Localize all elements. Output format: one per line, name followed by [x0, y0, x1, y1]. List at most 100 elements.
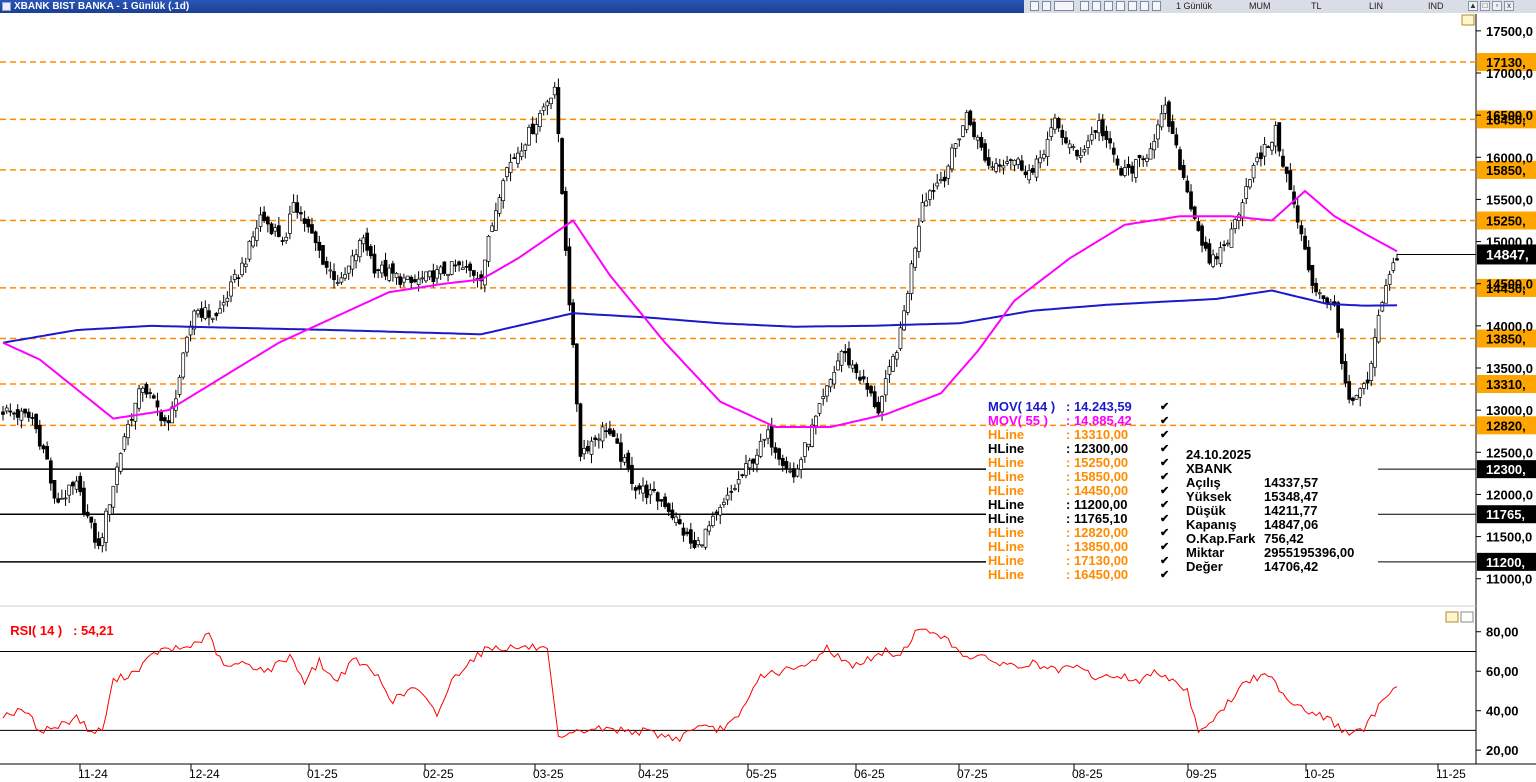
options-icon[interactable]: [1140, 1, 1149, 11]
candle-body: [490, 225, 495, 232]
candle-body: [1362, 383, 1366, 389]
candle-body: [317, 241, 322, 251]
candle-body: [589, 440, 594, 455]
rsi-y-tick-label: 60,00: [1486, 664, 1519, 679]
candle-body: [1343, 361, 1348, 384]
candle-body: [93, 523, 97, 543]
template-icon[interactable]: [1054, 1, 1074, 11]
candle-body: [663, 496, 667, 507]
minimize-button[interactable]: ▲: [1468, 1, 1478, 11]
visibility-check-icon[interactable]: ✔: [1160, 471, 1170, 483]
y-tick-label: 11000,0: [1486, 572, 1532, 587]
candle-body: [714, 511, 719, 514]
candle-body: [192, 310, 197, 330]
maximize-button[interactable]: □: [1480, 1, 1490, 11]
candle-body: [950, 147, 954, 170]
rsi-y-tick-label: 20,00: [1486, 743, 1519, 758]
restore-button[interactable]: ▫: [1492, 1, 1502, 11]
indicator-selector[interactable]: IND: [1428, 1, 1444, 11]
legend-item-name: MOV( 144 ): [988, 399, 1056, 414]
visibility-check-icon[interactable]: ✔: [1160, 401, 1170, 413]
indicator-icon[interactable]: [1042, 1, 1051, 11]
candle-body: [288, 213, 292, 234]
candle-body: [45, 446, 49, 460]
candle-body: [858, 376, 862, 381]
candle-body: [611, 430, 616, 437]
candle-body: [1137, 154, 1142, 159]
visibility-check-icon[interactable]: ✔: [1160, 443, 1170, 455]
settings-icon[interactable]: [1128, 1, 1137, 11]
close-window-button[interactable]: x: [1504, 1, 1514, 11]
pen-icon[interactable]: [1104, 1, 1113, 11]
candle-body: [1122, 167, 1127, 176]
last-price-label: 14847,: [1486, 246, 1529, 262]
candle-body: [1369, 362, 1374, 381]
candle-body: [1292, 191, 1296, 205]
candle-body: [229, 281, 233, 297]
draw-icon[interactable]: [1116, 1, 1125, 11]
x-tick-label: 12-24: [189, 767, 220, 781]
candle-body: [883, 378, 888, 396]
currency-selector[interactable]: TL: [1311, 1, 1322, 11]
y-tick-label: 13500,0: [1486, 361, 1533, 376]
hline-label: 14450,: [1486, 281, 1526, 296]
candle-body: [666, 503, 671, 512]
candle-body: [773, 447, 778, 453]
candle-body: [920, 202, 925, 222]
candle-body: [1200, 225, 1204, 246]
candle-body: [365, 232, 369, 251]
candles: [1, 78, 1399, 553]
visibility-check-icon[interactable]: ✔: [1160, 555, 1170, 567]
visibility-check-icon[interactable]: ✔: [1160, 485, 1170, 497]
visibility-check-icon[interactable]: ✔: [1160, 415, 1170, 427]
period-selector[interactable]: 1 Günlük: [1176, 1, 1213, 11]
visibility-check-icon[interactable]: ✔: [1160, 527, 1170, 539]
candle-body: [1351, 397, 1355, 401]
candle-body: [836, 360, 840, 371]
candle-body: [817, 403, 822, 414]
save-icon[interactable]: [1080, 1, 1089, 11]
visibility-check-icon[interactable]: ✔: [1160, 429, 1170, 441]
visibility-check-icon[interactable]: ✔: [1160, 541, 1170, 553]
candle-body: [96, 538, 101, 546]
candle-body: [214, 312, 219, 317]
x-tick-label: 01-25: [307, 767, 338, 781]
legend-item-name: HLine: [988, 455, 1025, 470]
scale-selector[interactable]: LIN: [1369, 1, 1384, 11]
candle-body: [961, 125, 965, 137]
chart-style-selector[interactable]: MUM: [1249, 1, 1271, 11]
candle-body: [755, 454, 759, 465]
candle-body: [140, 387, 145, 393]
candle-body: [8, 410, 13, 413]
candle-body: [1281, 155, 1285, 167]
candle-body: [795, 468, 800, 477]
candle-body: [1380, 302, 1385, 312]
visibility-check-icon[interactable]: ✔: [1160, 499, 1170, 511]
candle-body: [310, 224, 314, 234]
candle-body: [100, 537, 105, 547]
visibility-check-icon[interactable]: ✔: [1160, 513, 1170, 525]
candle-body: [85, 511, 90, 517]
candle-body: [15, 409, 20, 418]
hline-badge: [1477, 460, 1536, 479]
chart-icon[interactable]: [1030, 1, 1039, 11]
zoom-icon[interactable]: [1152, 1, 1161, 11]
candle-body: [129, 418, 134, 421]
candle-body: [1178, 149, 1182, 170]
print-icon[interactable]: [1092, 1, 1101, 11]
candle-body: [994, 163, 998, 172]
y-tick-label: 12500,0: [1486, 445, 1533, 460]
candle-body: [1222, 244, 1226, 247]
candle-body: [1181, 164, 1186, 178]
candle-body: [280, 240, 285, 242]
candle-body: [468, 263, 472, 271]
candle-body: [990, 166, 995, 169]
visibility-check-icon[interactable]: ✔: [1160, 569, 1170, 581]
rsi-line: [2, 628, 1398, 743]
visibility-check-icon[interactable]: ✔: [1160, 457, 1170, 469]
candle-body: [784, 461, 789, 470]
candle-body: [1078, 154, 1083, 159]
x-tick-label: 05-25: [746, 767, 777, 781]
candle-body: [1299, 225, 1304, 235]
